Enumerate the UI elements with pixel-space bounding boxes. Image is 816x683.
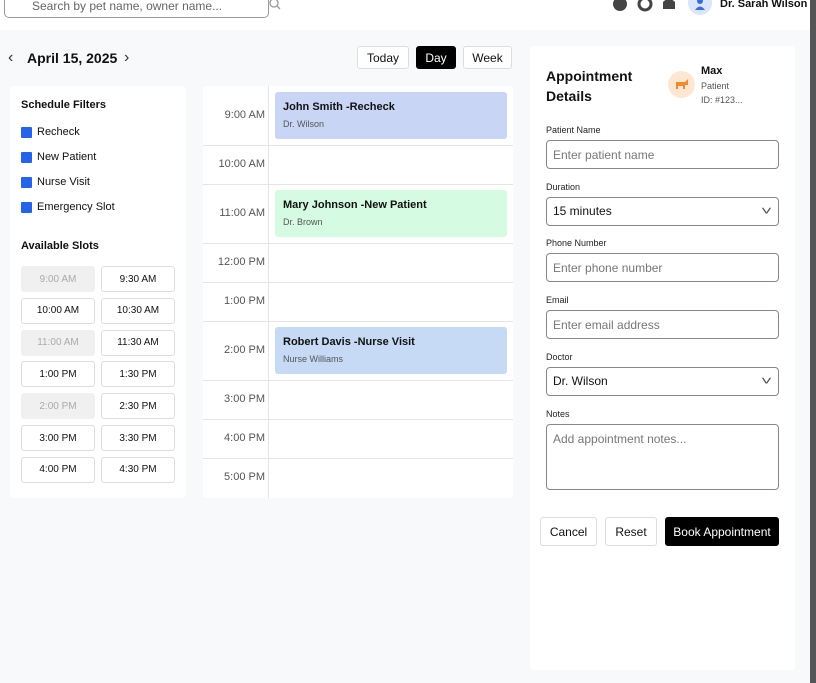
time-label: 3:00 PM xyxy=(224,393,265,405)
filter-swatch[interactable] xyxy=(21,127,32,138)
slot-button[interactable]: 11:30 AM xyxy=(101,329,175,356)
slot-button[interactable]: 1:00 PM xyxy=(21,361,95,388)
schedule-panel xyxy=(203,86,513,498)
next-day[interactable]: › xyxy=(124,49,130,66)
time-label: 5:00 PM xyxy=(224,471,265,483)
row-divider xyxy=(203,243,513,244)
field-label: Duration xyxy=(546,181,581,192)
slot-button[interactable]: 4:30 PM xyxy=(101,456,175,483)
row-divider xyxy=(203,380,513,381)
time-label: 1:00 PM xyxy=(224,295,265,307)
dropdown-arrow: ˅ xyxy=(760,373,773,388)
appointment-card[interactable]: John Smith -Recheck Dr. Wilson xyxy=(275,92,507,139)
time-label: 12:00 PM xyxy=(217,256,265,268)
row-divider xyxy=(203,282,513,283)
slot-button: 9:00 AM xyxy=(21,266,95,292)
filter-swatch[interactable] xyxy=(21,202,32,213)
action-button[interactable]: Book Appointment xyxy=(665,517,779,546)
appointment-card[interactable]: Robert Davis -Nurse Visit Nurse Williams xyxy=(275,327,507,374)
prev-day[interactable]: ‹ xyxy=(8,49,14,66)
field-placeholder: Enter phone number xyxy=(553,260,663,275)
filter-label[interactable]: Nurse Visit xyxy=(37,176,90,188)
field-label: Phone Number xyxy=(546,238,607,249)
appointment-doctor: Nurse Williams xyxy=(283,354,344,364)
slot-button[interactable]: 1:30 PM xyxy=(101,361,175,388)
row-divider xyxy=(203,145,513,146)
slot-button[interactable]: 10:00 AM xyxy=(21,297,95,324)
slot-button: 2:00 PM xyxy=(21,393,95,420)
field-value: Dr. Wilson xyxy=(553,374,608,389)
date-label: April 15, 2025 xyxy=(27,50,118,66)
slot-button: 11:00 AM xyxy=(21,329,95,356)
row-divider xyxy=(203,458,513,459)
details-title: Appointment Details xyxy=(546,68,633,104)
select-input[interactable]: 15 minutes ˅ xyxy=(546,196,779,226)
text-input[interactable]: Enter email address xyxy=(546,310,779,340)
search-box[interactable]: Search by pet name, owner name... xyxy=(4,0,269,18)
time-label: 10:00 AM xyxy=(218,158,265,170)
row-divider xyxy=(203,419,513,420)
field-label: Doctor xyxy=(546,351,573,362)
field-placeholder: Add appointment notes... xyxy=(553,431,687,446)
appointment-title: John Smith -Recheck xyxy=(283,101,395,113)
text-input[interactable]: Add appointment notes... xyxy=(546,423,779,490)
appointment-card[interactable]: Mary Johnson -New Patient Dr. Brown xyxy=(275,190,507,237)
row-divider xyxy=(203,321,513,322)
view-button[interactable]: Week xyxy=(463,46,512,69)
time-column-divider xyxy=(268,86,269,498)
search-icon xyxy=(269,0,281,10)
appointment-title: Robert Davis -Nurse Visit xyxy=(283,336,415,348)
field-placeholder: Enter patient name xyxy=(553,147,655,162)
appointment-doctor: Dr. Wilson xyxy=(283,119,325,129)
slots-title: Available Slots xyxy=(21,240,99,252)
time-label: 2:00 PM xyxy=(224,344,265,356)
action-button[interactable]: Reset xyxy=(605,517,657,546)
filter-swatch[interactable] xyxy=(21,177,32,188)
field-label: Notes xyxy=(546,408,570,419)
slot-button[interactable]: 2:30 PM xyxy=(101,393,175,420)
slot-button[interactable]: 10:30 AM xyxy=(101,297,175,324)
patient-role: Patient xyxy=(701,81,730,91)
patient-id: ID: #123... xyxy=(701,95,743,105)
appointment-title: Mary Johnson -New Patient xyxy=(283,199,427,211)
filter-label[interactable]: New Patient xyxy=(37,151,97,163)
filter-swatch[interactable] xyxy=(21,152,32,163)
header-icons xyxy=(613,0,712,15)
time-label: 11:00 AM xyxy=(219,207,265,219)
search-placeholder: Search by pet name, owner name... xyxy=(32,0,223,13)
appointment-doctor: Dr. Brown xyxy=(283,217,323,227)
field-value: 15 minutes xyxy=(553,204,612,219)
field-placeholder: Enter email address xyxy=(553,317,660,332)
text-input[interactable]: Enter phone number xyxy=(546,253,779,283)
filter-label[interactable]: Emergency Slot xyxy=(37,201,115,213)
text-input[interactable]: Enter patient name xyxy=(546,140,779,169)
user-name: Dr. Sarah Wilson xyxy=(720,0,808,10)
patient-name: Max xyxy=(701,65,723,77)
field-label: Patient Name xyxy=(546,125,601,135)
scrollbar xyxy=(810,0,816,683)
row-divider xyxy=(203,184,513,185)
slot-button[interactable]: 4:00 PM xyxy=(21,456,95,483)
pet-avatar xyxy=(668,71,695,98)
field-label: Email xyxy=(546,295,569,306)
filters-title: Schedule Filters xyxy=(21,99,106,111)
view-button[interactable]: Today xyxy=(357,46,409,69)
action-button[interactable]: Cancel xyxy=(540,517,597,546)
view-button[interactable]: Day xyxy=(416,46,456,69)
time-label: 9:00 AM xyxy=(224,109,265,121)
time-label: 4:00 PM xyxy=(224,432,265,444)
filter-label[interactable]: Recheck xyxy=(37,126,80,138)
slot-button[interactable]: 3:00 PM xyxy=(21,425,95,451)
slot-button[interactable]: 9:30 AM xyxy=(101,266,175,292)
dropdown-arrow: ˅ xyxy=(760,203,773,218)
select-input[interactable]: Dr. Wilson ˅ xyxy=(546,366,779,396)
slot-button[interactable]: 3:30 PM xyxy=(101,425,175,451)
